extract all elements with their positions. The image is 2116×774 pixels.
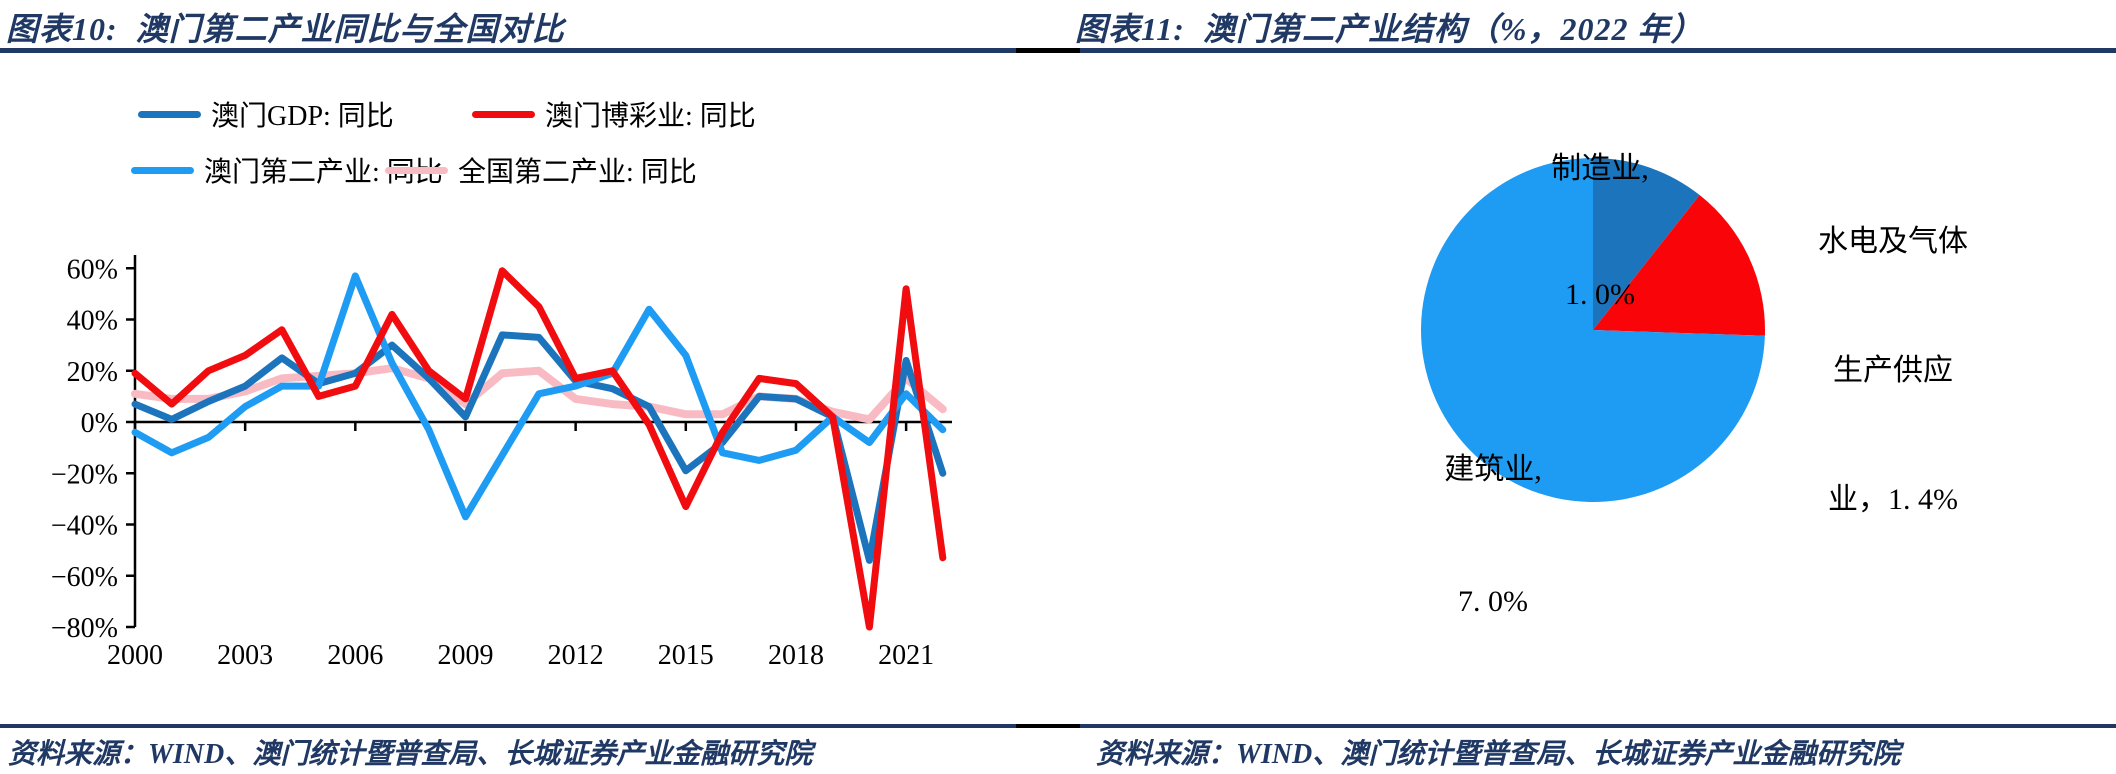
figure-10-title-rule [0,48,1058,53]
pie-label-manufacturing: 制造业, 1. 0% [1498,64,1702,400]
legend-swatch-national-secondary [385,166,448,174]
y-tick-label: 0% [81,408,118,439]
series-line-0 [131,331,947,564]
y-tick-label: 60% [67,254,118,285]
y-tick-label: −40% [51,511,118,542]
rule-black-tip [1058,724,1080,728]
y-tick-label: 20% [67,357,118,388]
pie-label-construction: 建筑业, 7. 0% [1388,360,1598,712]
x-tick-label: 2015 [658,640,714,671]
legend-label-macau-gdp: 澳门GDP: 同比 [211,101,394,132]
figure-11-title: 图表11: 澳门第二产业结构（%，2022 年） [1075,11,1704,47]
pie-label-utilities-line2: 生产供应 [1833,354,1953,387]
legend-swatch-macau-gdp [138,110,201,118]
figure-10-footer-rule [0,724,1058,728]
y-tick-label: −60% [51,562,118,593]
x-tick-label: 2009 [437,640,493,671]
y-tick-label: −80% [51,613,118,644]
x-tick-label: 2021 [878,640,934,671]
figure-11-footer-rule [1058,724,2116,728]
pie-label-construction-value: 7. 0% [1458,585,1528,618]
pie-label-construction-name: 建筑业, [1444,453,1542,486]
figure-10-panel: 图表10: 澳门第二产业同比与全国对比 澳门GDP: 同比 澳门博彩业: 同比 … [0,11,1058,770]
pie-slice-1 [1593,195,1765,336]
figure-11-source: 资料来源：WIND、澳门统计暨普查局、长城证券产业金融研究院 [1096,739,1901,770]
legend-item-national-secondary: 全国第二产业: 同比 [385,155,697,188]
rule-black-tip [1016,724,1058,728]
rule-black-tip [1016,48,1058,53]
legend-item-gaming: 澳门博彩业: 同比 [472,99,756,132]
legend-item-macau-gdp: 澳门GDP: 同比 [138,99,394,132]
legend-label-gaming: 澳门博彩业: 同比 [545,101,756,132]
legend-label-national-secondary: 全国第二产业: 同比 [458,157,697,188]
pie-chart [1420,158,1765,503]
x-tick-label: 2012 [548,640,604,671]
pie-label-utilities: 水电及气体 生产供应 业，1. 4% [1756,134,2030,607]
y-tick-label: 40% [67,306,118,337]
x-tick-label: 2018 [768,640,824,671]
x-tick-label: 2006 [327,640,383,671]
legend-swatch-macau-secondary [131,166,194,174]
figure-11-title-rule [1058,48,2116,53]
pie-label-utilities-value: 业，1. 4% [1828,483,1958,516]
figure-10-source: 资料来源：WIND、澳门统计暨普查局、长城证券产业金融研究院 [8,739,813,770]
pie-slice-0 [1593,158,1700,330]
figure-10-title: 图表10: 澳门第二产业同比与全国对比 [6,11,565,47]
x-tick-label: 2000 [107,640,163,671]
series-line-2 [131,272,947,521]
pie-label-manufacturing-value: 1. 0% [1565,278,1635,311]
figure-11-panel: 图表11: 澳门第二产业结构（%，2022 年） 制造业, 1. 0% 水电及气… [1058,0,2116,774]
pie-slice-2 [1420,158,1765,503]
x-tick-label: 2003 [217,640,273,671]
line-chart: 60% 40% 20% 0% −20% −40% −60% −80%2000 2003 2006 2… [51,254,952,671]
series-line-1 [131,267,947,631]
legend-swatch-gaming [472,110,535,118]
pie-label-utilities-line1: 水电及气体 [1818,225,1968,258]
rule-black-tip [1058,48,1080,53]
y-tick-label: −20% [51,459,118,490]
pie-label-manufacturing-name: 制造业, [1551,152,1649,185]
